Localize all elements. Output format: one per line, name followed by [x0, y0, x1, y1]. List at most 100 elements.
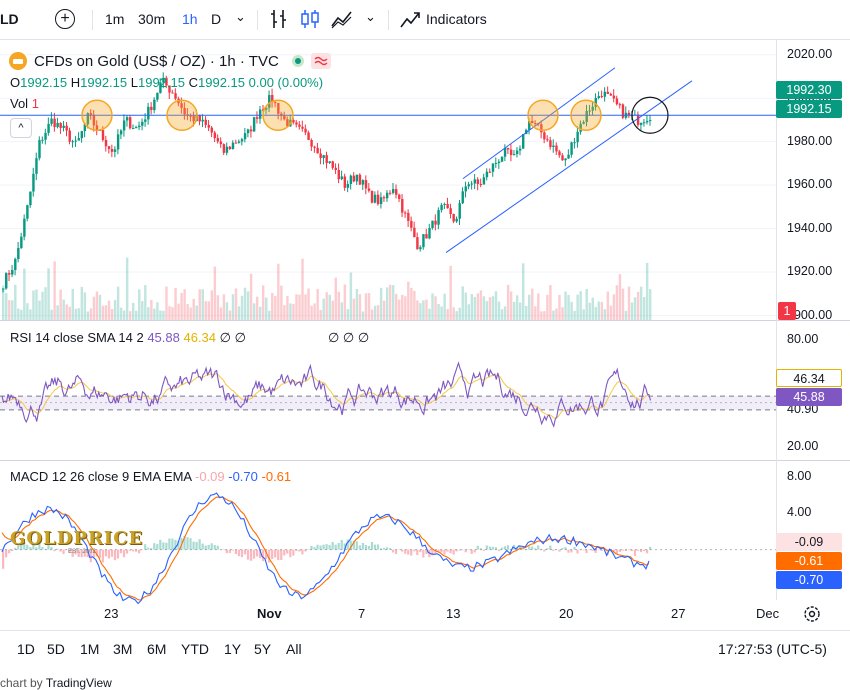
macd-hist-bar	[531, 546, 534, 550]
volume-bar	[488, 297, 492, 320]
collapse-legend-button[interactable]: ^	[10, 118, 32, 138]
volume-bar	[246, 291, 250, 320]
volume-bar	[388, 284, 392, 320]
candle-body	[307, 132, 310, 140]
macd-line	[1, 492, 650, 605]
interval-1h[interactable]: 1h	[182, 11, 198, 27]
pane-divider[interactable]	[0, 460, 850, 461]
volume-bar	[147, 307, 150, 320]
macd-legend[interactable]: MACD 12 26 close 9 EMA EMA -0.09 -0.70 -…	[10, 469, 291, 484]
macd-hist-bar	[183, 535, 186, 550]
volume-bar	[503, 306, 507, 320]
volume-bar	[56, 305, 59, 320]
interval-d[interactable]: D	[211, 11, 222, 27]
volume-legend[interactable]: Vol 1	[10, 96, 39, 111]
macd-hist-bar	[612, 549, 615, 552]
settings-gear-icon[interactable]	[801, 603, 823, 625]
volume-bar	[86, 311, 90, 320]
macd-hist-bar	[419, 549, 422, 553]
rsi-na-values: ∅ ∅	[219, 330, 246, 345]
volume-bar	[416, 300, 419, 320]
open-label: O	[10, 75, 21, 90]
candle-body	[2, 288, 5, 290]
volume-bar	[192, 298, 195, 320]
pane-divider[interactable]	[0, 320, 850, 321]
candle-body	[189, 115, 192, 117]
rsi-legend[interactable]: RSI 14 close SMA 14 2 45.88 46.34 ∅ ∅	[10, 330, 246, 346]
ohlc-legend: O1992.15 H1992.15 L1992.15 C1992.15 0.00…	[10, 75, 323, 90]
chart-canvas[interactable]	[0, 40, 850, 640]
candle-body	[231, 142, 235, 150]
volume-bar	[464, 292, 467, 320]
macd-hist-bar	[255, 549, 259, 557]
macd-hist-bar	[579, 549, 582, 550]
range-1d[interactable]: 1D	[17, 641, 35, 657]
volume-bar	[14, 284, 17, 320]
candle-body	[552, 145, 555, 148]
candle-body	[534, 123, 537, 125]
volume-bar	[168, 306, 171, 320]
macd-hist-bar	[11, 549, 14, 552]
candle-body	[180, 103, 183, 108]
chevron-down-icon[interactable]: ⌄	[365, 9, 376, 24]
candle-body	[265, 107, 268, 110]
interval-30m[interactable]: 30m	[138, 11, 166, 27]
credit-brand[interactable]: TradingView	[45, 676, 112, 690]
macd-hist-bar	[570, 549, 573, 553]
volume-bar	[144, 285, 147, 320]
macd-hist-bar	[537, 545, 540, 550]
eye-icon[interactable]	[291, 54, 305, 68]
range-1m[interactable]: 1M	[80, 641, 100, 657]
chevron-down-icon[interactable]: ⌄	[235, 9, 246, 24]
candle-body	[219, 141, 223, 145]
macd-hist-bar	[440, 549, 443, 553]
volume-bar	[506, 284, 510, 320]
candles-icon[interactable]	[298, 8, 322, 30]
candle-body	[401, 198, 404, 213]
goldprice-logo: GOLDPRICE EST. 2002	[10, 528, 160, 562]
price-tick: 1900.00	[787, 307, 833, 322]
volume-bar	[2, 285, 5, 320]
candle-body	[277, 103, 280, 114]
range-5y[interactable]: 5Y	[254, 641, 272, 657]
range-1y[interactable]: 1Y	[224, 641, 242, 657]
macd-hist-bar	[35, 547, 38, 550]
indicators-icon[interactable]	[398, 8, 422, 30]
candle-body	[71, 141, 74, 143]
range-3m[interactable]: 3M	[113, 641, 133, 657]
compare-icon[interactable]	[310, 53, 331, 69]
clock-timezone[interactable]: 17:27:53 (UTC-5)	[718, 641, 827, 657]
volume-bar	[573, 310, 576, 320]
chart-legend-title[interactable]: CFDs on Gold (US$ / OZ) · 1h · TVC	[8, 51, 331, 71]
candle-body	[398, 194, 401, 199]
macd-hist-bar	[645, 549, 649, 554]
credit-line[interactable]: chart by TradingView	[0, 676, 112, 690]
indicators-button[interactable]: Indicators	[426, 11, 487, 27]
area-chart-icon[interactable]	[330, 8, 354, 30]
interval-1m[interactable]: 1m	[105, 11, 125, 27]
bar-chart-icon[interactable]	[268, 8, 292, 30]
add-symbol-icon[interactable]: +	[55, 9, 75, 29]
touch-marker-circle	[570, 99, 602, 132]
macd-hist-bar	[280, 549, 283, 560]
range-5d[interactable]: 5D	[47, 641, 65, 657]
volume-bar	[265, 297, 268, 320]
volume-bar	[491, 296, 495, 320]
macd-hist-bar	[464, 549, 467, 553]
macd-hist-bar	[135, 549, 138, 552]
macd-hist-bar	[413, 549, 416, 552]
range-all[interactable]: All	[286, 641, 302, 657]
symbol-name[interactable]: LD	[0, 11, 19, 27]
range-6m[interactable]: 6M	[147, 641, 167, 657]
macd-hist-bar	[382, 547, 386, 550]
volume-bar	[101, 305, 105, 320]
volume-bar	[407, 281, 410, 320]
macd-hist-bar	[138, 549, 141, 554]
macd-hist-bar	[479, 548, 482, 550]
macd-hist-bar	[23, 541, 26, 550]
volume-bar	[216, 295, 220, 320]
volume-bar	[71, 288, 74, 320]
volume-bar	[17, 308, 20, 320]
candle-body	[228, 146, 232, 150]
range-ytd[interactable]: YTD	[181, 641, 209, 657]
